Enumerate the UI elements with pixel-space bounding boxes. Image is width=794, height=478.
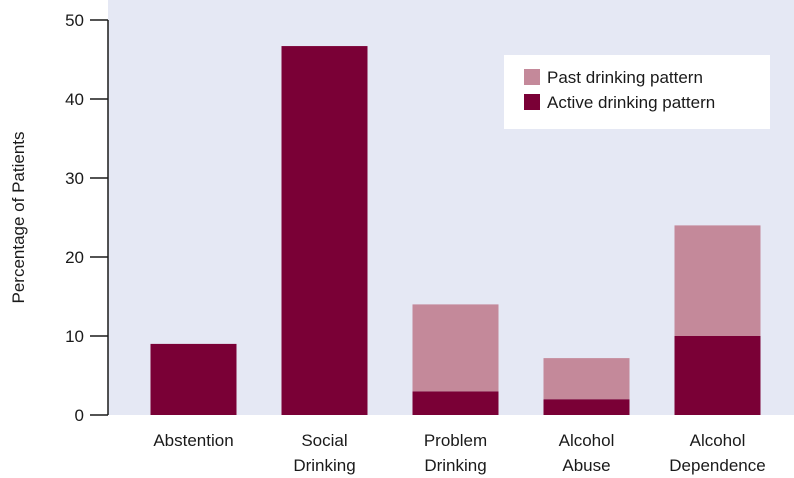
- x-tick-label-2-0: Problem: [424, 431, 487, 450]
- x-tick-label-0-0: Abstention: [153, 431, 233, 450]
- legend-box: [504, 55, 770, 129]
- legend-swatch-active: [524, 94, 540, 110]
- bar-past-4: [674, 225, 761, 336]
- bar-active-2: [412, 391, 499, 415]
- y-tick-label-10: 10: [65, 327, 84, 346]
- y-tick-label-20: 20: [65, 248, 84, 267]
- y-axis-title: Percentage of Patients: [9, 131, 28, 303]
- bar-active-3: [543, 399, 630, 415]
- legend-label-past: Past drinking pattern: [547, 68, 703, 87]
- x-tick-label-3-1: Abuse: [562, 456, 610, 475]
- x-tick-label-3-0: Alcohol: [559, 431, 615, 450]
- x-tick-label-4-0: Alcohol: [690, 431, 746, 450]
- bar-active-4: [674, 336, 761, 415]
- legend-swatch-past: [524, 69, 540, 85]
- legend: Past drinking pattern Active drinking pat…: [504, 55, 770, 129]
- bar-past-3: [543, 358, 630, 400]
- bar-active-1: [281, 46, 368, 415]
- x-tick-label-1-0: Social: [301, 431, 347, 450]
- x-tick-label-4-1: Dependence: [669, 456, 765, 475]
- bar-active-0: [150, 343, 237, 415]
- bars-group: [150, 46, 761, 415]
- y-tick-label-50: 50: [65, 11, 84, 30]
- axes-group: 0 10 20 30 40 50 Percentage of Patients Abstent…: [9, 11, 766, 475]
- bar-past-2: [412, 304, 499, 392]
- y-tick-label-0: 0: [75, 406, 84, 425]
- x-tick-label-1-1: Drinking: [293, 456, 355, 475]
- legend-label-active: Active drinking pattern: [547, 93, 715, 112]
- x-tick-label-2-1: Drinking: [424, 456, 486, 475]
- y-tick-label-40: 40: [65, 90, 84, 109]
- y-tick-label-30: 30: [65, 169, 84, 188]
